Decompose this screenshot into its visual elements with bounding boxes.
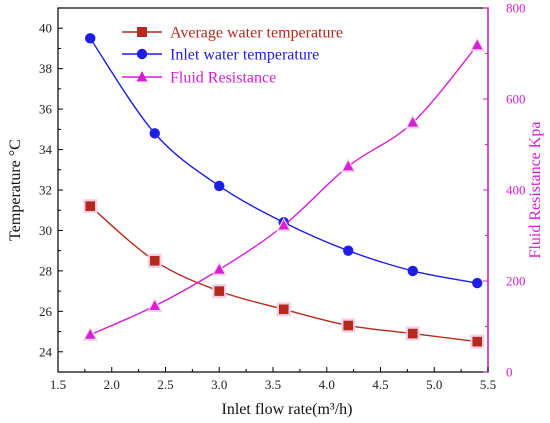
- data-point: [85, 201, 96, 211]
- left-tick-label: 30: [39, 223, 52, 238]
- left-y-ticks: 24 26 28 30 32 34 36 38 40: [39, 7, 63, 373]
- data-point: [149, 255, 160, 266]
- right-tick-label: 800: [506, 1, 526, 16]
- x-tick-label: 1.5: [50, 377, 66, 392]
- data-point: [278, 219, 289, 230]
- data-point: [407, 117, 418, 127]
- left-tick-label: 26: [39, 304, 53, 319]
- x-tick-label: 4.0: [319, 377, 335, 392]
- legend-circle-marker: [136, 48, 148, 60]
- data-point: [214, 286, 225, 296]
- x-tick-label: 5.5: [480, 377, 496, 392]
- series-0: [83, 199, 485, 349]
- series-line: [89, 44, 478, 336]
- data-point: [472, 39, 483, 50]
- left-tick-label: 28: [39, 263, 52, 278]
- data-point: [214, 264, 225, 274]
- data-point: [278, 304, 289, 315]
- legend-label: Inlet water temperature: [170, 47, 319, 64]
- left-tick-label: 36: [39, 102, 53, 117]
- left-tick-label: 34: [39, 142, 53, 157]
- data-point: [343, 245, 354, 256]
- right-y-ticks: 0 200 400 600 800: [483, 1, 526, 380]
- left-tick-label: 40: [39, 21, 52, 36]
- series-1: [85, 33, 483, 289]
- x-ticks: 1.5 2.0 2.5 3.0 3.5 4.0 4.5 5.0 5.5: [50, 367, 496, 392]
- series-layer: [82, 33, 485, 349]
- x-tick-label: 2.0: [104, 377, 120, 392]
- series-2: [82, 37, 485, 341]
- legend-item-average-water-temperature: Average water temperature: [122, 25, 343, 42]
- data-point: [85, 33, 96, 44]
- data-point: [85, 329, 96, 339]
- left-tick-label: 38: [39, 61, 52, 76]
- legend-square-icon: [137, 27, 147, 37]
- legend-square-marker: [137, 27, 147, 37]
- legend-triangle-icon: [136, 71, 148, 82]
- data-point: [343, 320, 354, 331]
- x-axis-title: Inlet flow rate(m³/h): [222, 401, 353, 418]
- x-tick-label: 4.5: [372, 377, 388, 392]
- data-point: [407, 265, 418, 277]
- x-tick-label: 2.5: [157, 377, 173, 392]
- right-tick-label: 400: [506, 183, 526, 198]
- legend-item-fluid-resistance: Fluid Resistance: [122, 70, 276, 87]
- x-tick-label: 3.5: [265, 377, 281, 392]
- legend-label: Fluid Resistance: [170, 70, 276, 87]
- right-tick-label: 0: [506, 365, 513, 380]
- right-tick-label: 200: [506, 274, 526, 289]
- data-point: [472, 336, 483, 347]
- legend-circle-icon: [136, 48, 148, 60]
- legend-triangle-marker: [136, 71, 148, 82]
- data-point: [149, 128, 160, 139]
- data-point: [343, 160, 354, 171]
- data-point: [407, 328, 418, 339]
- data-point: [149, 300, 160, 311]
- legend: Average water temperature Inlet water te…: [122, 25, 343, 87]
- x-tick-label: 5.0: [426, 377, 442, 392]
- x-tick-label: 3.0: [211, 377, 227, 392]
- series-line: [89, 37, 478, 284]
- left-y-axis-title: Temperature °C: [7, 139, 24, 241]
- left-tick-label: 32: [39, 183, 52, 198]
- data-point: [472, 277, 483, 289]
- right-tick-label: 600: [506, 92, 526, 107]
- left-tick-label: 24: [39, 344, 53, 359]
- data-point: [214, 180, 225, 192]
- right-y-axis-title: Fluid Resistance Kpa: [527, 122, 544, 259]
- legend-item-inlet-water-temperature: Inlet water temperature: [122, 47, 319, 64]
- legend-label: Average water temperature: [170, 25, 343, 42]
